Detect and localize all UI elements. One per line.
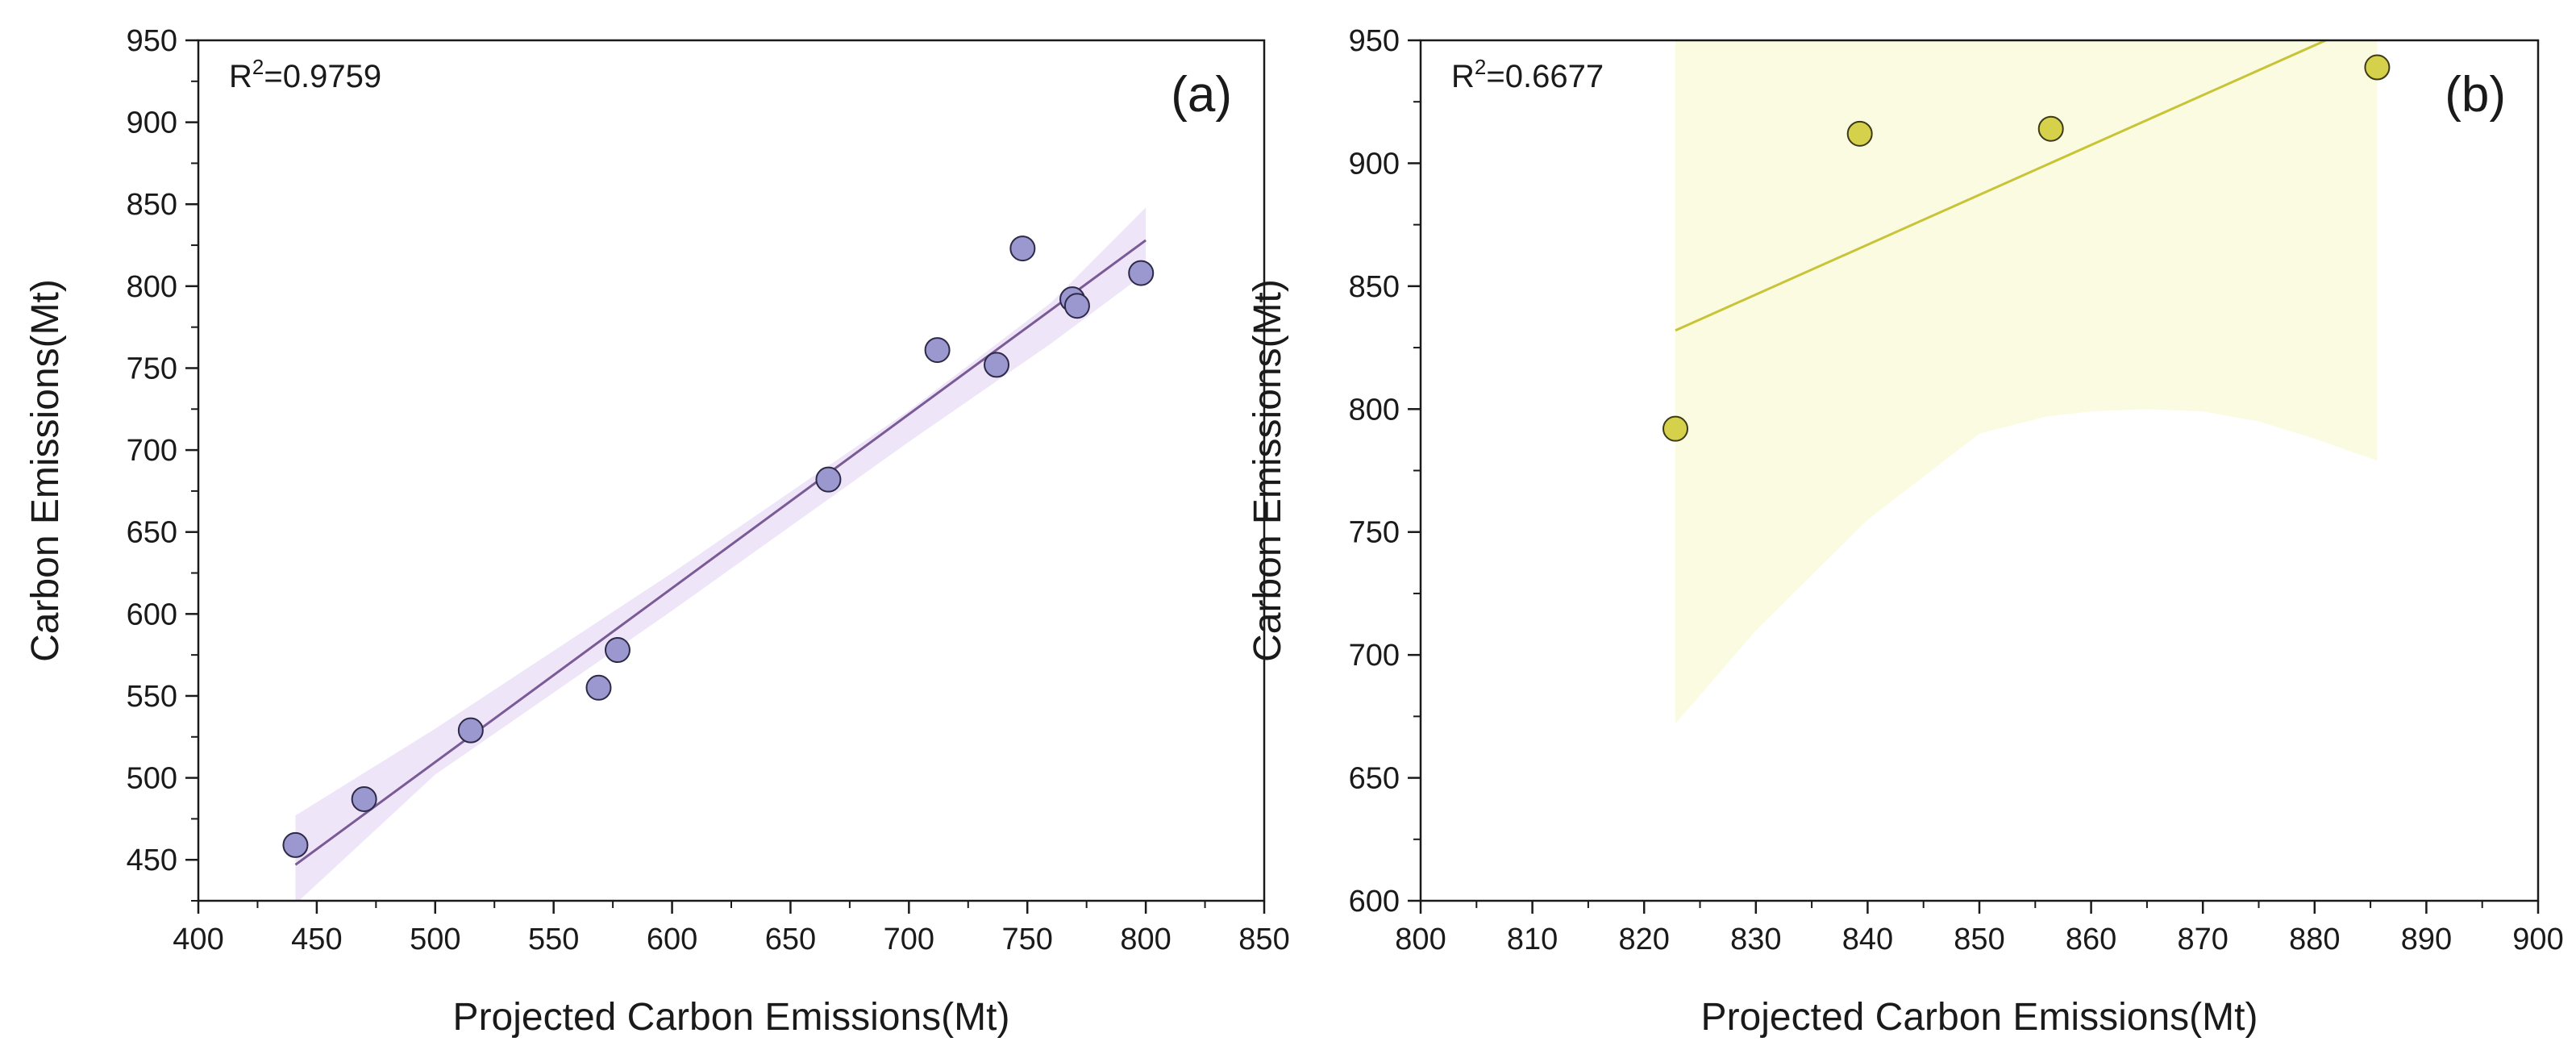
y-tick-label: 800 bbox=[127, 270, 177, 304]
x-tick-label: 840 bbox=[1842, 923, 1893, 956]
band-area-a bbox=[295, 207, 1147, 901]
x-tick-label: 800 bbox=[1120, 923, 1171, 956]
fit-line-b bbox=[1675, 40, 2327, 332]
y-axis-title-b: Carbon Emissions(Mt) bbox=[1246, 279, 1289, 662]
ticks-b: 800 810 820 830 840 850 860 870 880 890 900 600 650 7… bbox=[1349, 24, 2564, 956]
data-point bbox=[282, 831, 309, 858]
ticks-a: 400 450 500 550 600 650 700 750 800 850 450 500 550 6… bbox=[127, 24, 1290, 956]
y-axis-title-a: Carbon Emissions(Mt) bbox=[24, 279, 67, 662]
data-point bbox=[2364, 54, 2391, 81]
data-point bbox=[585, 674, 612, 701]
x-tick-label: 450 bbox=[291, 923, 342, 956]
y-tick-label: 600 bbox=[127, 598, 177, 631]
data-point bbox=[351, 785, 377, 812]
r-squared-label-a: R2=0.9759 bbox=[229, 55, 381, 94]
x-tick-label: 880 bbox=[2289, 923, 2340, 956]
data-point bbox=[604, 637, 630, 664]
data-point bbox=[924, 337, 951, 364]
y-tick-label: 800 bbox=[1349, 393, 1400, 427]
data-point bbox=[815, 466, 842, 493]
y-tick-label: 950 bbox=[1349, 24, 1400, 58]
x-tick-label: 860 bbox=[2066, 923, 2116, 956]
y-tick-label: 950 bbox=[127, 24, 177, 58]
data-point bbox=[984, 352, 1010, 378]
x-tick-label: 400 bbox=[173, 923, 223, 956]
x-tick-label: 890 bbox=[2401, 923, 2452, 956]
data-point bbox=[1846, 120, 1873, 147]
confidence-band-b bbox=[1675, 40, 2378, 724]
x-axis-title-b: Projected Carbon Emissions(Mt) bbox=[1701, 996, 2258, 1039]
x-tick-label: 650 bbox=[765, 923, 816, 956]
x-tick-label: 700 bbox=[884, 923, 934, 956]
regression-line-a bbox=[294, 239, 1147, 866]
band-area-b bbox=[1675, 40, 2378, 724]
x-tick-label: 800 bbox=[1395, 923, 1446, 956]
panel-label-b: (b) bbox=[2445, 67, 2506, 123]
panel-b: 800 810 820 830 840 850 860 870 880 890 900 600 650 7… bbox=[1246, 24, 2564, 1039]
points-b bbox=[1663, 54, 2391, 442]
r2-r: R bbox=[1451, 59, 1475, 94]
regression-line-b bbox=[1675, 40, 2327, 332]
x-tick-label: 820 bbox=[1618, 923, 1669, 956]
panel-label-a: (a) bbox=[1171, 67, 1232, 123]
x-tick-label: 500 bbox=[410, 923, 460, 956]
y-tick-label: 550 bbox=[127, 680, 177, 714]
panel-a: 400 450 500 550 600 650 700 750 800 850 450 500 550 6… bbox=[24, 24, 1290, 1039]
r2-superscript: 2 bbox=[1475, 55, 1486, 79]
x-tick-label: 850 bbox=[1954, 923, 2004, 956]
r2-value: =0.9759 bbox=[264, 59, 381, 94]
y-tick-label: 700 bbox=[127, 434, 177, 468]
y-tick-label: 600 bbox=[1349, 885, 1400, 919]
r-squared-label-b: R2=0.6677 bbox=[1451, 55, 1604, 94]
y-tick-label: 900 bbox=[127, 106, 177, 140]
data-point bbox=[1009, 235, 1036, 262]
plot-frame-a bbox=[197, 39, 1266, 902]
y-tick-label: 850 bbox=[1349, 270, 1400, 304]
confidence-band-a bbox=[295, 207, 1147, 901]
y-tick-label: 450 bbox=[127, 844, 177, 877]
data-point bbox=[1128, 260, 1155, 286]
x-tick-label: 870 bbox=[2177, 923, 2228, 956]
r2-superscript: 2 bbox=[252, 55, 264, 79]
x-tick-label: 550 bbox=[528, 923, 579, 956]
points-a bbox=[282, 235, 1155, 858]
y-tick-label: 750 bbox=[127, 352, 177, 385]
y-tick-label: 500 bbox=[127, 762, 177, 796]
y-tick-label: 650 bbox=[127, 516, 177, 550]
x-tick-label: 810 bbox=[1507, 923, 1558, 956]
y-tick-label: 900 bbox=[1349, 147, 1400, 181]
fit-line-a bbox=[294, 239, 1147, 866]
data-point bbox=[2037, 115, 2064, 142]
x-tick-label: 850 bbox=[1238, 923, 1289, 956]
x-tick-label: 830 bbox=[1730, 923, 1781, 956]
x-axis-title-a: Projected Carbon Emissions(Mt) bbox=[453, 996, 1010, 1039]
y-tick-label: 750 bbox=[1349, 516, 1400, 550]
r2-r: R bbox=[229, 59, 252, 94]
data-point bbox=[1063, 293, 1090, 319]
data-point bbox=[1663, 415, 1689, 442]
y-tick-label: 650 bbox=[1349, 762, 1400, 796]
x-tick-label: 600 bbox=[647, 923, 697, 956]
r2-value: =0.6677 bbox=[1486, 59, 1604, 94]
x-tick-label: 750 bbox=[1002, 923, 1053, 956]
x-tick-label: 900 bbox=[2512, 923, 2563, 956]
data-point bbox=[457, 717, 484, 744]
y-tick-label: 700 bbox=[1349, 639, 1400, 673]
y-tick-label: 850 bbox=[127, 188, 177, 222]
